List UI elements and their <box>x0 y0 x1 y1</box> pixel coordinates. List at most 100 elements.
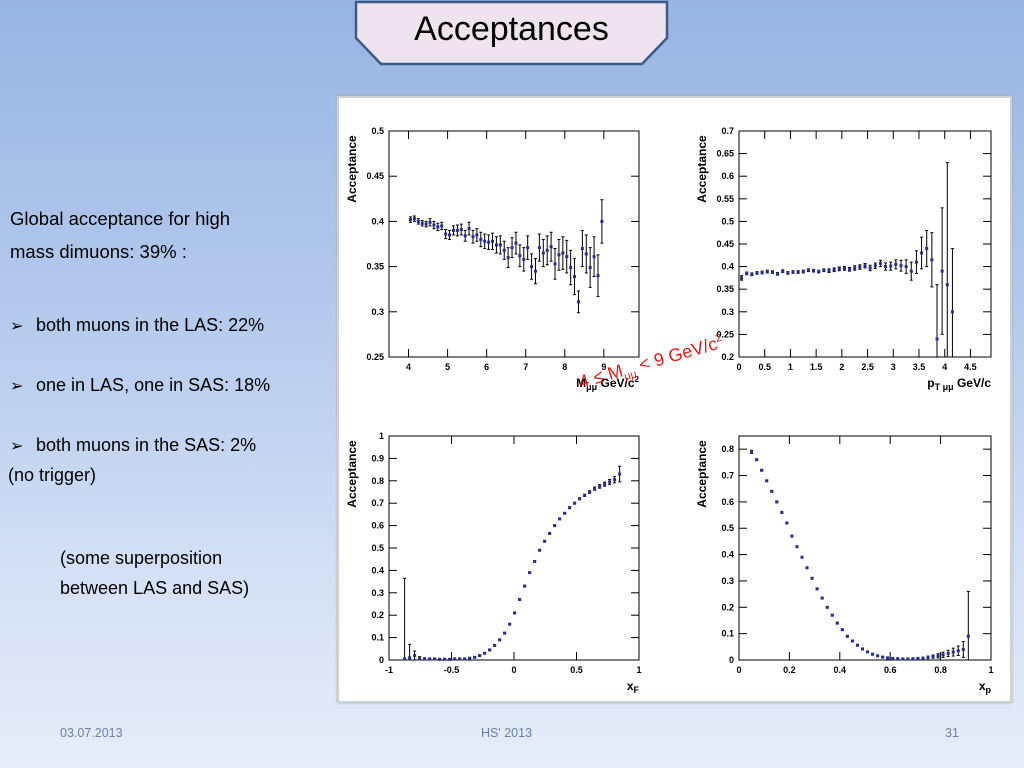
data-point <box>950 310 954 314</box>
y-tick-label: 0.3 <box>371 588 384 598</box>
data-point <box>760 468 764 472</box>
data-point <box>553 524 557 528</box>
y-tick-label: 0.45 <box>716 239 734 249</box>
data-point <box>440 224 444 228</box>
data-point <box>745 271 749 275</box>
plot-2: 0.2 0.25 0.3 0.35 0.4 0.45 0.5 0.55 0.6 0.65 0.7 0 0… <box>695 126 992 392</box>
x-axis-label-sub: F <box>634 685 640 695</box>
bullet-item-las: ➢ both muons in the LAS: 22% <box>10 315 264 336</box>
x-tick-label: 1 <box>788 362 793 372</box>
data-point <box>740 276 744 280</box>
data-point <box>776 272 780 276</box>
y-tick-label: 0.2 <box>721 602 734 612</box>
data-point <box>608 480 612 484</box>
global-acceptance-line1: Global acceptance for high <box>10 208 231 229</box>
y-tick-label: 0.45 <box>366 171 384 181</box>
data-point <box>830 613 834 617</box>
y-tick-label: 0.65 <box>716 149 734 159</box>
data-point <box>514 241 518 245</box>
data-point <box>603 482 607 486</box>
data-point <box>494 243 498 247</box>
data-point <box>573 275 577 279</box>
y-tick-label: 0.8 <box>721 444 734 454</box>
data-point <box>936 654 940 658</box>
data-point <box>873 264 877 268</box>
x-tick-label: 1.5 <box>810 362 823 372</box>
data-point <box>483 239 487 243</box>
bullet-item-sas: ➢ both muons in the SAS: 2% <box>10 435 256 456</box>
x-tick-label: 5 <box>445 362 450 372</box>
data-point <box>471 235 475 239</box>
y-tick-label: 0.7 <box>371 498 384 508</box>
data-point <box>786 271 790 275</box>
data-point <box>855 643 859 647</box>
x-tick-label: 4 <box>942 362 947 372</box>
data-point <box>750 272 754 276</box>
y-axis-label: Acceptance <box>695 440 709 508</box>
plot-3: 0 0.1 0.2 0.3 0.4 0.5 0.6 0.7 0.8 0.9 1 -1 -0.5 0 0.5 1… <box>345 431 642 695</box>
data-point <box>848 267 852 271</box>
data-point <box>428 657 432 661</box>
data-point <box>557 253 561 257</box>
data-point <box>613 478 617 482</box>
data-point <box>810 576 814 580</box>
bullet-text: both muons in the LAS: 22% <box>36 315 265 335</box>
data-point <box>518 254 522 258</box>
data-point <box>569 266 573 270</box>
data-point <box>463 657 467 661</box>
data-point <box>956 649 960 653</box>
plot-4: 0 0.1 0.2 0.3 0.4 0.5 0.6 0.7 0.8 0 0.2 0.4 0.6 0.8 1 A… <box>695 435 994 695</box>
y-tick-label: 0.25 <box>716 329 734 339</box>
data-point <box>463 234 467 238</box>
data-point <box>403 657 407 661</box>
arrow-bullet-icon: ➢ <box>10 378 24 395</box>
x-axis-label-sub: p <box>986 685 992 695</box>
data-point <box>886 656 890 660</box>
y-tick-label: 0.6 <box>721 171 734 181</box>
data-point <box>593 487 597 491</box>
footer-event: HS' 2013 <box>481 726 533 740</box>
data-point <box>863 264 867 268</box>
data-point <box>881 655 885 659</box>
data-point <box>755 458 759 462</box>
data-point <box>451 228 455 232</box>
data-point <box>523 584 527 588</box>
y-tick-label: 0.8 <box>371 476 384 486</box>
data-point <box>815 587 819 591</box>
data-point <box>443 657 447 661</box>
data-point <box>558 517 562 521</box>
data-point <box>817 270 821 274</box>
data-point <box>526 246 530 250</box>
x-tick-label: 8 <box>562 362 567 372</box>
x-tick-label: 4.5 <box>964 362 977 372</box>
data-point <box>951 650 955 654</box>
data-point <box>868 266 872 270</box>
data-point <box>790 534 794 538</box>
data-point <box>837 267 841 271</box>
data-point <box>513 611 517 615</box>
x-tick-label: 3 <box>891 362 896 372</box>
data-point <box>508 622 512 626</box>
data-point <box>549 245 553 249</box>
acceptance-plots: 0.25 0.3 0.35 0.4 0.45 0.5 4 5 6 7 8 9 Acceptance Mμμ… <box>345 126 994 695</box>
data-point <box>588 266 592 270</box>
data-point <box>812 269 816 273</box>
y-tick-label: 1 <box>379 431 384 441</box>
y-tick-label: 0.9 <box>371 453 384 463</box>
data-point <box>541 251 545 255</box>
data-point <box>553 262 557 266</box>
y-tick-label: 0.2 <box>721 352 734 362</box>
data-point <box>941 653 945 657</box>
data-point <box>820 596 824 600</box>
y-tick-label: 0.2 <box>371 610 384 620</box>
x-axis-label-main: p <box>927 376 934 390</box>
data-point <box>479 237 483 241</box>
y-axis-label: Acceptance <box>345 440 359 508</box>
y-tick-label: 0.3 <box>721 307 734 317</box>
x-tick-label: 2.5 <box>861 362 874 372</box>
data-point <box>899 264 903 268</box>
global-acceptance-line2: mass dimuons: 39% : <box>10 241 187 262</box>
data-point <box>545 248 549 252</box>
x-tick-label: 0.5 <box>758 362 771 372</box>
x-tick-label: 0.5 <box>570 665 583 675</box>
